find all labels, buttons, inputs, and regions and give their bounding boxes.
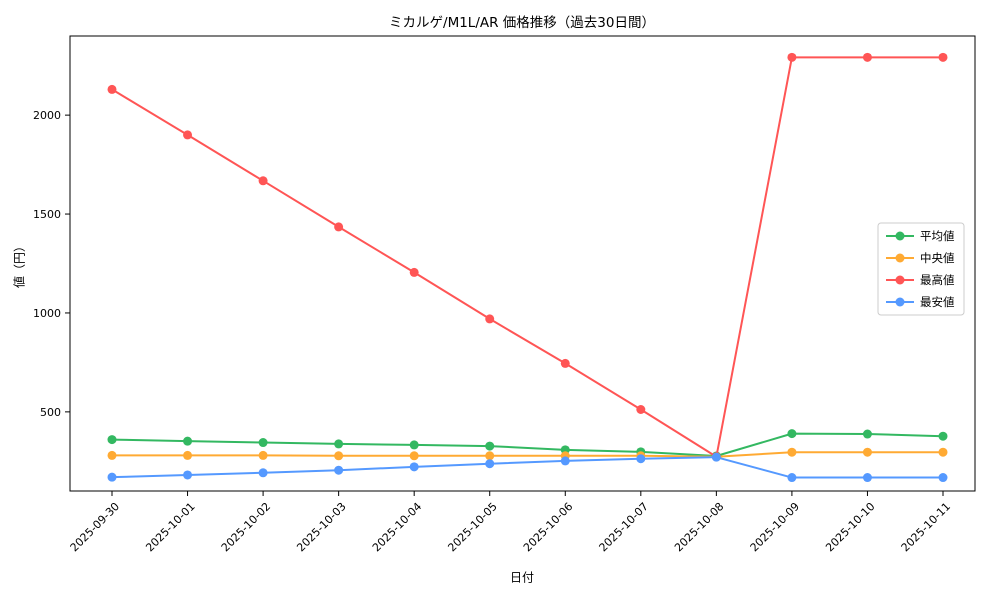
series-marker-1 <box>409 451 419 461</box>
series-marker-2 <box>862 52 872 62</box>
series-marker-3 <box>711 452 721 462</box>
x-tick-label: 2025-10-02 <box>219 500 273 554</box>
series-marker-2 <box>787 52 797 62</box>
series-marker-3 <box>636 454 646 464</box>
chart-title: ミカルゲ/M1L/AR 価格推移（過去30日間） <box>389 15 655 31</box>
x-axis-label: 日付 <box>509 570 535 585</box>
x-tick-label: 2025-10-01 <box>143 500 197 554</box>
legend-item-label-2: 最高値 <box>920 273 955 287</box>
series-marker-2 <box>258 176 268 186</box>
x-tick-label: 2025-10-05 <box>445 500 499 554</box>
series-marker-1 <box>862 447 872 457</box>
series-line-3 <box>111 456 944 479</box>
series-marker-1 <box>334 451 344 461</box>
series-line-1 <box>111 451 944 458</box>
legend-item-label-0: 平均値 <box>920 229 955 243</box>
series-marker-2 <box>485 314 495 324</box>
series-marker-2 <box>938 52 948 62</box>
series-marker-0 <box>938 431 948 441</box>
series-marker-1 <box>938 447 948 457</box>
series-marker-3 <box>485 459 495 469</box>
series-marker-3 <box>938 473 948 483</box>
series-marker-0 <box>862 429 872 439</box>
series-marker-0 <box>334 439 344 449</box>
y-tick-label: 2000 <box>33 109 61 122</box>
series-marker-2 <box>636 404 646 414</box>
series-line-2 <box>111 56 944 458</box>
series-line-0 <box>111 432 944 457</box>
x-tick-label: 2025-10-08 <box>672 500 726 554</box>
x-tick-label: 2025-10-03 <box>294 500 348 554</box>
series-marker-0 <box>485 441 495 451</box>
series-marker-1 <box>258 450 268 460</box>
series-marker-2 <box>560 358 570 368</box>
x-tick-label: 2025-10-11 <box>899 500 953 554</box>
legend-sample-marker-0 <box>895 231 905 241</box>
legend-item-label-1: 中央値 <box>920 251 955 265</box>
series-marker-0 <box>787 429 797 439</box>
y-tick-label: 500 <box>40 406 61 419</box>
legend-sample-marker-1 <box>895 253 905 263</box>
x-tick-label: 2025-10-04 <box>370 500 424 554</box>
series-marker-2 <box>107 84 117 94</box>
legend-box <box>877 222 965 316</box>
series-marker-0 <box>107 435 117 445</box>
series-marker-3 <box>862 473 872 483</box>
series-marker-3 <box>107 472 117 482</box>
x-tick-label: 2025-09-30 <box>68 500 122 554</box>
x-tick-label: 2025-10-09 <box>748 500 802 554</box>
series-marker-2 <box>409 267 419 277</box>
series-marker-2 <box>183 130 193 140</box>
x-tick-label: 2025-10-07 <box>597 500 651 554</box>
legend-sample-marker-3 <box>895 297 905 307</box>
series-marker-1 <box>183 450 193 460</box>
series-marker-3 <box>409 462 419 472</box>
series-marker-1 <box>107 450 117 460</box>
legend-item-label-3: 最安値 <box>920 295 955 309</box>
series-marker-3 <box>334 465 344 475</box>
series-marker-3 <box>183 470 193 480</box>
x-tick-label: 2025-10-06 <box>521 500 575 554</box>
y-tick-label: 1500 <box>33 208 61 221</box>
series-marker-2 <box>334 222 344 232</box>
y-tick-label: 1000 <box>33 307 61 320</box>
axes-frame <box>69 35 976 492</box>
series-marker-0 <box>409 440 419 450</box>
legend-sample-marker-2 <box>895 275 905 285</box>
series-marker-3 <box>560 456 570 466</box>
series-marker-1 <box>485 451 495 461</box>
series-marker-3 <box>258 468 268 478</box>
x-tick-label: 2025-10-10 <box>823 500 877 554</box>
series-marker-1 <box>787 447 797 457</box>
series-marker-3 <box>787 473 797 483</box>
series-marker-0 <box>258 438 268 448</box>
series-marker-0 <box>183 436 193 446</box>
